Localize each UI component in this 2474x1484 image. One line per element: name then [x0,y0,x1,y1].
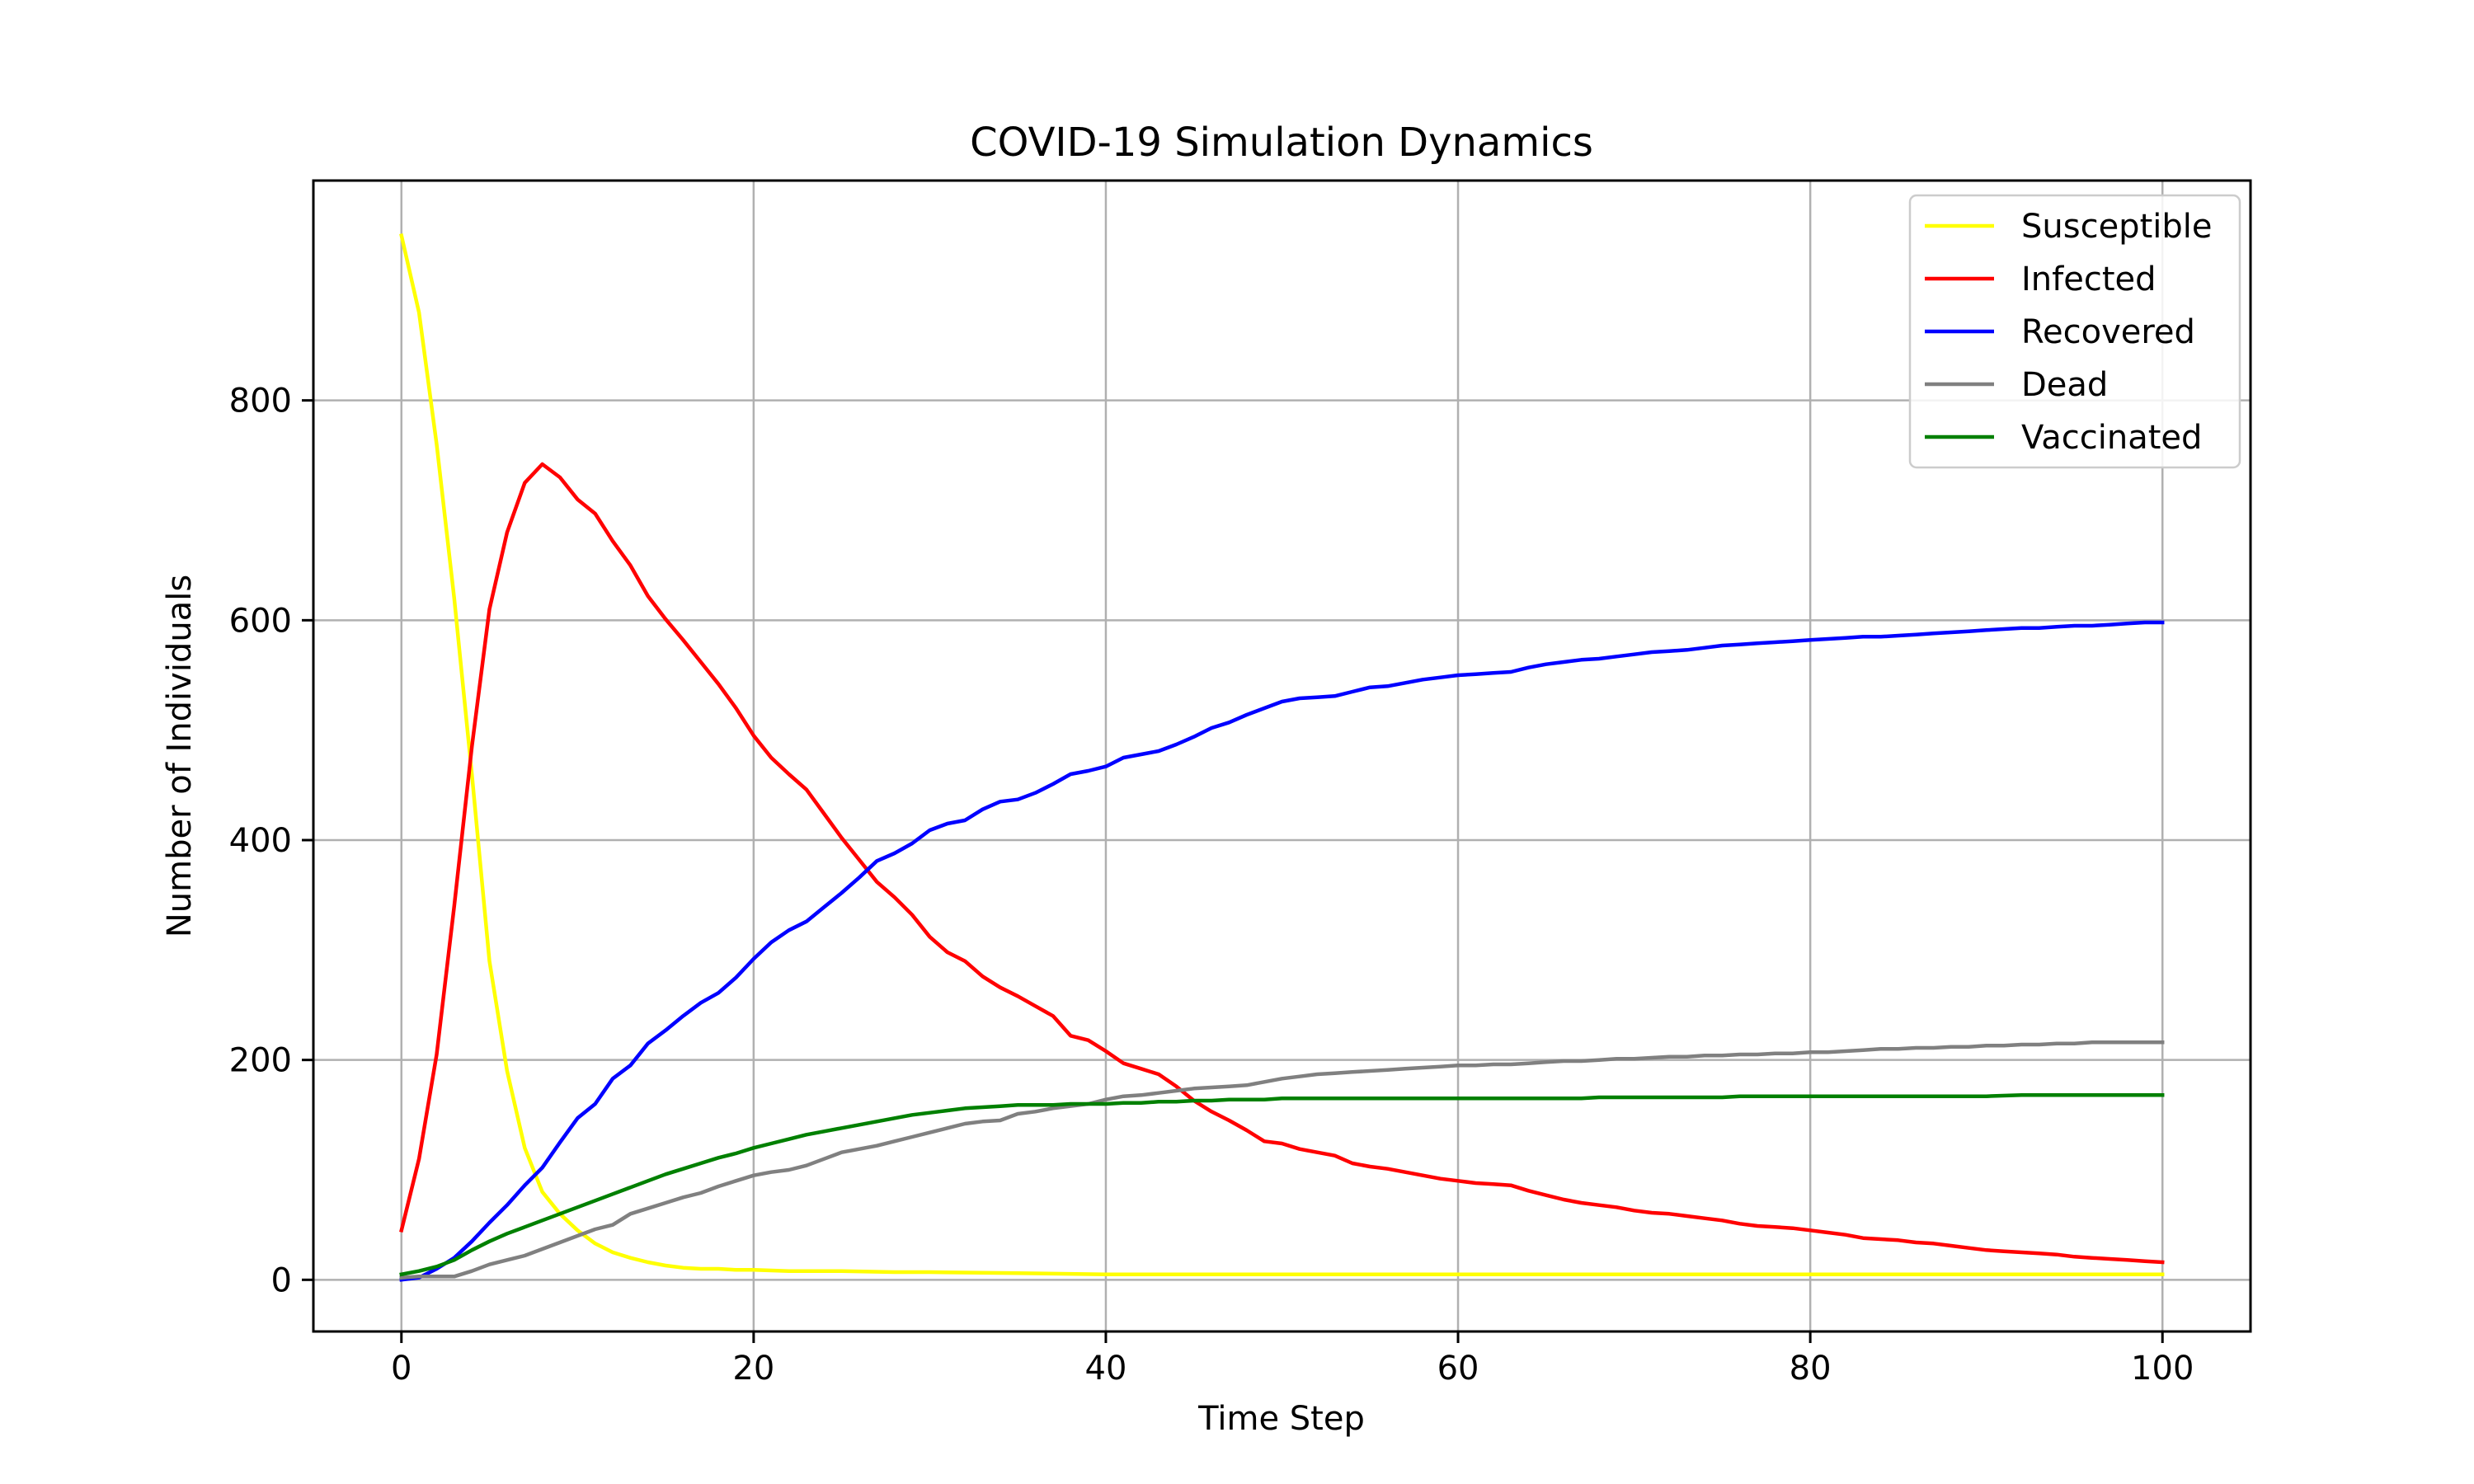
series-line-recovered [399,620,2165,1282]
y-tick-label: 200 [229,1042,292,1080]
y-tick-label: 600 [229,602,292,640]
y-axis-label: Number of Individuals [161,575,199,937]
x-tick-label: 60 [1437,1350,1479,1388]
legend-label-susceptible: Susceptible [2021,208,2212,246]
y-tick-label: 0 [271,1261,292,1299]
legend-label-infected: Infected [2021,261,2157,298]
x-tick-label: 100 [2131,1350,2194,1388]
y-tick-label: 400 [229,822,292,860]
ticks-layer: 0 20 40 60 80 100 0 200 400 600 800 [229,383,2194,1388]
lines-layer [399,233,2165,1282]
plot-frame [312,179,2252,1333]
legend-label-dead: Dead [2021,366,2108,404]
x-tick-label: 40 [1085,1350,1127,1388]
x-tick-label: 0 [391,1350,412,1388]
series-line-susceptible [399,233,2165,1276]
legend-label-vaccinated: Vaccinated [2021,419,2202,457]
series-line-vaccinated [399,1093,2165,1277]
y-tick-label: 800 [229,383,292,420]
legend-label-recovered: Recovered [2021,313,2195,351]
series-line-infected [399,462,2165,1265]
series-line-dead [399,1040,2165,1280]
x-tick-label: 20 [732,1350,774,1388]
x-tick-label: 80 [1790,1350,1832,1388]
legend: Susceptible Infected Recovered Dead Vaccinat… [1908,194,2241,469]
x-axis-label: Time Step [1197,1400,1365,1438]
legend-box [1908,194,2241,469]
chart-title: COVID-19 Simulation Dynamics [970,120,1593,166]
